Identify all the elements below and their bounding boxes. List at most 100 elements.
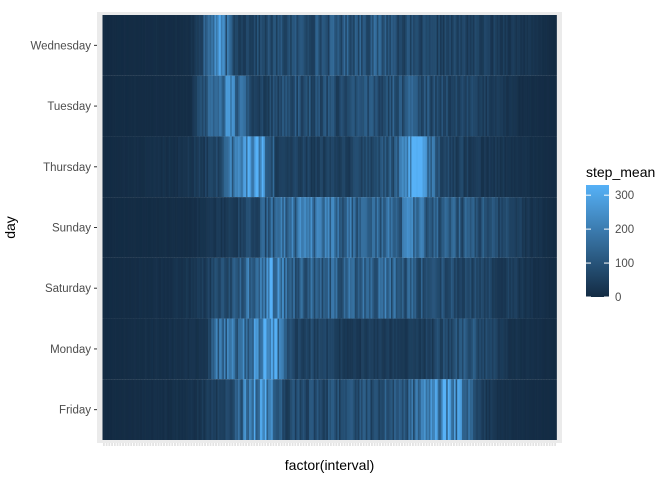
heatmap-tile — [238, 379, 240, 440]
heatmap-tile — [348, 257, 351, 319]
heatmap-tile — [263, 197, 266, 258]
heatmap-tile — [264, 197, 267, 258]
heatmap-tile — [390, 197, 393, 258]
heatmap-tile — [375, 318, 378, 380]
heatmap-tile — [182, 75, 185, 137]
heatmap-tile — [460, 136, 463, 198]
heatmap-tile — [135, 15, 138, 76]
heatmap-tile — [127, 318, 130, 380]
heatmap-tile — [510, 379, 513, 440]
heatmap-tile — [286, 379, 289, 440]
heatmap-tile — [495, 379, 497, 440]
heatmap-tile — [154, 379, 157, 440]
heatmap-tile — [244, 257, 247, 319]
heatmap-tile — [540, 15, 543, 76]
heatmap-tile — [335, 197, 338, 258]
heatmap-tile — [119, 197, 122, 258]
heatmap-tile — [238, 75, 240, 137]
heatmap-tile — [457, 15, 460, 76]
heatmap-tile — [301, 136, 304, 198]
heatmap-tile — [162, 136, 165, 198]
heatmap-tile — [315, 197, 318, 258]
heatmap-tile — [524, 136, 527, 198]
heatmap-tile — [400, 379, 403, 440]
y-tick-label: Saturday — [45, 283, 91, 295]
heatmap-tile — [250, 75, 253, 137]
heatmap-tile — [346, 75, 349, 137]
heatmap-tile — [296, 257, 299, 319]
heatmap-tile — [134, 75, 136, 137]
heatmap-tile — [286, 197, 289, 258]
heatmap-tile — [310, 257, 313, 319]
heatmap-tile — [417, 318, 420, 380]
heatmap-tile — [301, 318, 304, 380]
heatmap-tile — [439, 197, 442, 258]
heatmap-tile — [368, 15, 371, 76]
heatmap-tile — [253, 379, 256, 440]
heatmap-tile — [140, 379, 143, 440]
heatmap-tile — [178, 75, 181, 137]
heatmap-tile — [219, 197, 222, 258]
heatmap-tile — [268, 75, 270, 137]
heatmap-tile — [479, 136, 482, 198]
heatmap-tile — [502, 136, 505, 198]
heatmap-tile — [502, 75, 505, 137]
heatmap-tile — [397, 197, 400, 258]
heatmap-tile — [354, 136, 357, 198]
heatmap-tile — [482, 318, 485, 380]
heatmap-tile — [231, 197, 234, 258]
heatmap-tile — [384, 136, 387, 198]
heatmap-tile — [357, 197, 360, 258]
heatmap-tile — [490, 15, 493, 76]
heatmap-tile — [201, 136, 204, 198]
heatmap-tile — [539, 379, 542, 440]
heatmap-tile — [532, 318, 535, 380]
heatmap-tile — [458, 318, 461, 380]
heatmap-tile — [279, 197, 281, 258]
heatmap-tile — [390, 379, 393, 440]
heatmap-tile — [223, 197, 226, 258]
heatmap-tile — [450, 379, 453, 440]
heatmap-tile — [312, 318, 315, 380]
heatmap-tile — [450, 257, 453, 319]
heatmap-tile — [269, 75, 272, 137]
heatmap-tile — [368, 257, 371, 319]
heatmap-tile — [157, 75, 160, 137]
heatmap-tile — [502, 318, 505, 380]
heatmap-tile — [337, 257, 340, 319]
heatmap-tile — [476, 15, 479, 76]
heatmap-tile — [539, 136, 542, 198]
heatmap-tile — [310, 136, 313, 198]
heatmap-tile — [512, 136, 515, 198]
heatmap-tile — [197, 15, 200, 76]
heatmap-tile — [515, 15, 518, 76]
heatmap-tile — [179, 257, 182, 319]
heatmap-tile — [547, 75, 549, 137]
heatmap-tile — [373, 318, 376, 380]
heatmap-tile — [501, 257, 504, 319]
heatmap-tile — [290, 136, 293, 198]
heatmap-tile — [359, 75, 362, 137]
heatmap-tile — [361, 197, 363, 258]
heatmap-tile — [285, 379, 288, 440]
heatmap-tile — [485, 379, 488, 440]
heatmap-tile — [104, 15, 107, 76]
heatmap-tile — [271, 75, 274, 137]
heatmap-tile — [424, 318, 427, 380]
heatmap-tile — [343, 15, 346, 76]
heatmap-tile — [275, 15, 278, 76]
heatmap-tile — [134, 318, 136, 380]
heatmap-tile — [126, 197, 129, 258]
heatmap-tile — [154, 75, 157, 137]
heatmap-tile — [452, 318, 455, 380]
heatmap-tile — [167, 257, 170, 319]
heatmap-tile — [422, 75, 425, 137]
heatmap-tile — [299, 75, 302, 137]
heatmap-tile — [354, 75, 357, 137]
heatmap-tile — [513, 197, 516, 258]
heatmap-tile — [523, 197, 526, 258]
heatmap-tile — [526, 136, 529, 198]
heatmap-tile — [167, 379, 170, 440]
heatmap-tile — [286, 257, 289, 319]
heatmap-tile — [241, 15, 244, 76]
